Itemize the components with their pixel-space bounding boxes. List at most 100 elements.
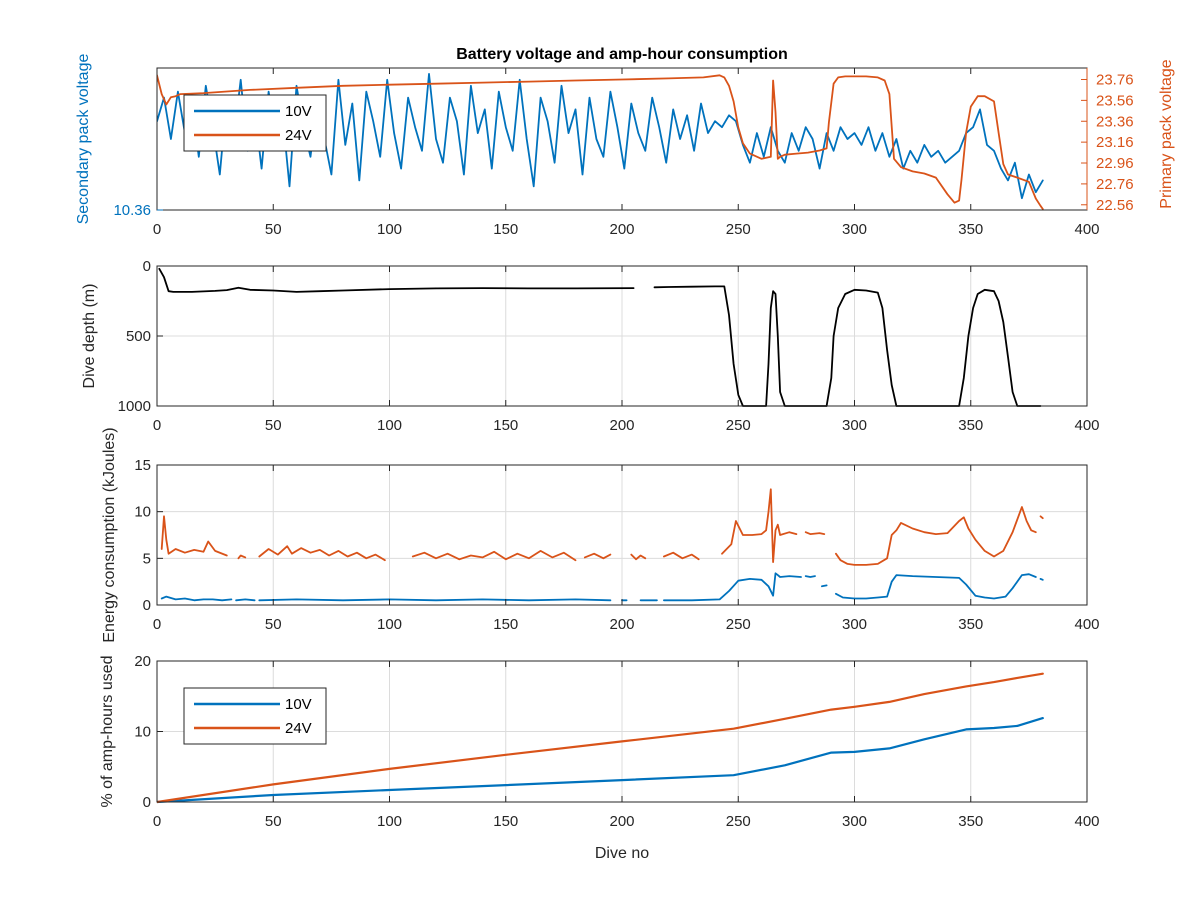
x-axis-label: Dive no (595, 845, 649, 862)
x-tick-label: 350 (958, 616, 983, 633)
y-tick-label: 10 (134, 724, 151, 741)
series-10v-line-1 (160, 595, 233, 602)
x-tick-label: 400 (1074, 616, 1099, 633)
x-tick-label: 300 (842, 813, 867, 830)
series-10v-line-6 (663, 572, 802, 602)
x-tick-label: 200 (609, 616, 634, 633)
series-24v-line-1 (157, 74, 1044, 210)
y-right-tick-label: 22.76 (1096, 176, 1134, 193)
series-24v-line-6 (630, 553, 647, 561)
series-10v-line-7 (804, 575, 816, 578)
y-tick-label: 20 (134, 653, 151, 670)
x-tick-label: 200 (609, 417, 634, 434)
legend-label-24v: 24V (285, 720, 312, 737)
subplot-3: 0 50 100 150 200 250 300 350 400 0 5 10 15 Energy con… (101, 427, 1100, 642)
x-tick-label: 350 (958, 813, 983, 830)
series-24v-line-9 (804, 531, 826, 535)
y-tick-label: 0 (143, 258, 151, 275)
y-tick-label: 10 (134, 504, 151, 521)
x-tick-label: 200 (609, 813, 634, 830)
y-tick-label: 1000 (118, 398, 151, 415)
x-tick-label: 50 (265, 813, 282, 830)
series-24v-line-4 (411, 550, 577, 562)
y-right-tick-label: 22.56 (1096, 197, 1134, 214)
x-tick-label: 250 (726, 221, 751, 238)
x-tick-label: 150 (493, 221, 518, 238)
x-tick-label: 300 (842, 417, 867, 434)
y-right-tick-label: 23.36 (1096, 113, 1134, 130)
x-tick-label: 150 (493, 616, 518, 633)
plot-data (158, 267, 1042, 407)
x-tick-label: 100 (377, 221, 402, 238)
x-tick-label: 150 (493, 417, 518, 434)
series-24v-line-11 (1039, 515, 1044, 520)
y-tick-label: 15 (134, 457, 151, 474)
legend-label-24v: 24V (285, 127, 312, 144)
series-10v-line-9 (835, 573, 1037, 600)
y-right-tick-label: 23.16 (1096, 134, 1134, 151)
x-tick-label: 200 (609, 221, 634, 238)
series-10v-line-3 (258, 598, 612, 602)
series-10v-line-2 (235, 598, 256, 602)
y-tick-label: 0 (143, 597, 151, 614)
x-tick-label: 400 (1074, 813, 1099, 830)
series-10v-line-10 (1039, 578, 1044, 581)
x-tick-label: 100 (377, 813, 402, 830)
x-tick-label: 50 (265, 221, 282, 238)
series-depth-line-1 (158, 267, 635, 293)
x-tick-label: 300 (842, 221, 867, 238)
y-axis-label: % of amp-hours used (99, 655, 116, 807)
y-axis-label: Secondary pack voltage (75, 54, 92, 225)
y-axis-label: Dive depth (m) (81, 284, 98, 389)
y-right-tick-label: 23.56 (1096, 92, 1134, 109)
x-tick-label: 250 (726, 417, 751, 434)
series-24v-line-8 (721, 488, 798, 563)
x-tick-label: 150 (493, 813, 518, 830)
y-right-axis-label: Primary pack voltage (1158, 59, 1175, 208)
x-tick-label: 0 (153, 221, 161, 238)
plot-data (160, 488, 1044, 602)
x-tick-label: 300 (842, 616, 867, 633)
legend-label-10v: 10V (285, 696, 312, 713)
series-24v-line-2 (237, 554, 247, 560)
series-10v-line-8 (821, 584, 828, 588)
x-tick-label: 100 (377, 417, 402, 434)
series-24v-line-7 (663, 551, 700, 561)
x-tick-label: 0 (153, 417, 161, 434)
x-tick-label: 0 (153, 616, 161, 633)
subplot-4: 0 50 100 150 200 250 300 350 400 0 10 20 % of amp-ho… (99, 653, 1100, 862)
series-24v-line-3 (258, 545, 386, 562)
y-tick-label: 0 (143, 794, 151, 811)
y-tick-label: 500 (126, 328, 151, 345)
y-right-tick-label: 22.96 (1096, 155, 1134, 172)
x-tick-label: 400 (1074, 221, 1099, 238)
x-tick-label: 250 (726, 616, 751, 633)
legend-box (183, 687, 327, 745)
series-24v-line-1 (157, 672, 1044, 804)
y-axis-label: Energy consumption (kJoules) (101, 427, 118, 642)
series-24v-line-1 (160, 515, 228, 557)
chart-title: Battery voltage and amp-hour consumption (456, 46, 788, 63)
x-tick-label: 400 (1074, 417, 1099, 434)
x-tick-label: 100 (377, 616, 402, 633)
series-24v-line-10 (835, 506, 1037, 566)
series-10v-line-1 (157, 716, 1044, 804)
subplot-1: 0 50 100 150 200 250 300 350 400 10.36 22.56 22.76 2… (75, 46, 1175, 238)
legend-label-10v: 10V (285, 103, 312, 120)
x-tick-label: 50 (265, 616, 282, 633)
y-tick-label: 5 (143, 550, 151, 567)
y-tick-label: 10.36 (113, 202, 151, 219)
plot-data (157, 672, 1044, 804)
x-tick-label: 350 (958, 221, 983, 238)
series-depth-line-2 (653, 285, 1042, 407)
x-tick-label: 350 (958, 417, 983, 434)
legend-box (183, 94, 327, 152)
series-24v-line-5 (583, 552, 612, 560)
x-tick-label: 0 (153, 813, 161, 830)
x-tick-label: 50 (265, 417, 282, 434)
x-tick-label: 250 (726, 813, 751, 830)
subplot-2: 0 50 100 150 200 250 300 350 400 0 500 1000 Dive dep… (81, 258, 1100, 434)
